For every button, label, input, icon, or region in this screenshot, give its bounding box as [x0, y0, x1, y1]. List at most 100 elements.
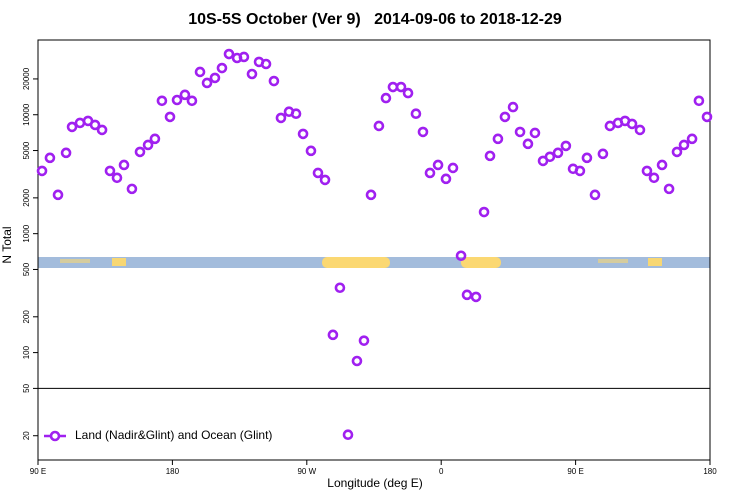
data-point	[297, 128, 309, 140]
data-point	[701, 111, 713, 123]
data-point	[209, 72, 221, 84]
data-point	[74, 117, 86, 129]
data-point	[275, 112, 287, 124]
data-point	[305, 145, 317, 157]
x-tick-label: 180	[166, 467, 180, 476]
x-tick-label: 0	[439, 467, 444, 476]
data-point	[223, 48, 235, 60]
data-point	[484, 150, 496, 162]
data-point	[149, 133, 161, 145]
data-point	[648, 172, 660, 184]
data-point	[560, 140, 572, 152]
data-point	[470, 291, 482, 303]
y-tick-label: 500	[22, 262, 31, 276]
data-point	[686, 133, 698, 145]
legend-label: Land (Nadir&Glint) and Ocean (Glint)	[75, 428, 272, 442]
data-point	[351, 355, 363, 367]
x-tick-label: 90 E	[567, 467, 583, 476]
data-point	[455, 250, 467, 262]
map-strip	[38, 257, 710, 268]
data-point	[104, 165, 116, 177]
data-point	[395, 81, 407, 93]
data-point	[268, 75, 280, 87]
data-point	[634, 124, 646, 136]
data-point	[201, 77, 213, 89]
data-point	[663, 183, 675, 195]
data-point	[626, 118, 638, 130]
data-point	[60, 147, 72, 159]
data-point	[290, 108, 302, 120]
x-axis-label: Longitude (deg E)	[327, 476, 422, 490]
data-point	[334, 282, 346, 294]
data-point	[358, 335, 370, 346]
data-point	[179, 89, 191, 101]
y-axis-label: N Total	[0, 226, 14, 263]
y-tick-label: 10000	[22, 103, 31, 126]
data-point	[656, 159, 668, 171]
data-point	[111, 172, 123, 184]
data-point	[142, 139, 154, 151]
data-point	[365, 189, 377, 201]
y-tick-label: 50	[22, 383, 31, 392]
data-point	[96, 124, 108, 136]
data-point	[417, 126, 429, 138]
data-point	[447, 162, 459, 174]
data-point	[342, 429, 354, 441]
data-point	[432, 159, 444, 171]
y-tick-label: 100	[22, 345, 31, 359]
x-tick-label: 90 W	[297, 467, 316, 476]
data-point	[44, 152, 56, 164]
data-point	[492, 133, 504, 145]
data-point	[522, 138, 534, 150]
plot-frame	[37, 39, 711, 461]
y-tick-label: 5000	[22, 141, 31, 159]
data-point	[499, 111, 511, 123]
data-point	[424, 167, 436, 179]
data-point	[678, 139, 690, 151]
data-point	[164, 111, 176, 123]
legend-marker	[49, 430, 61, 442]
data-point	[186, 95, 198, 107]
data-point	[89, 119, 101, 131]
data-point	[238, 51, 250, 63]
data-point	[478, 206, 490, 218]
data-point	[52, 189, 64, 201]
data-point	[574, 165, 586, 177]
y-tick-label: 2000	[22, 188, 31, 206]
data-point	[589, 189, 601, 201]
data-point	[373, 120, 385, 132]
data-point	[410, 108, 422, 120]
x-tick-label: 90 E	[30, 467, 46, 476]
data-point	[529, 127, 541, 139]
y-tick-label: 1000	[22, 224, 31, 242]
data-point	[402, 87, 414, 99]
data-point	[380, 92, 392, 104]
data-point	[246, 68, 258, 80]
data-point	[641, 165, 653, 177]
data-point	[440, 173, 452, 185]
data-point	[581, 152, 593, 164]
data-point	[171, 94, 183, 106]
data-point	[327, 329, 339, 341]
y-tick-label: 20000	[22, 67, 31, 90]
x-tick-label: 180	[703, 467, 717, 476]
data-point	[671, 146, 683, 158]
data-point	[514, 126, 526, 138]
data-point	[118, 159, 130, 171]
data-point	[544, 151, 556, 163]
data-point	[66, 121, 78, 133]
data-point	[134, 146, 146, 158]
data-point	[312, 167, 324, 179]
data-point	[507, 101, 519, 113]
data-point	[552, 147, 564, 159]
y-tick-label: 20	[22, 431, 31, 440]
data-point	[319, 174, 331, 186]
data-point	[156, 95, 168, 107]
data-point	[126, 183, 138, 195]
data-point	[461, 289, 473, 301]
y-tick-label: 200	[22, 310, 31, 324]
data-point	[216, 62, 228, 74]
data-point	[693, 95, 705, 107]
data-point	[260, 58, 272, 70]
